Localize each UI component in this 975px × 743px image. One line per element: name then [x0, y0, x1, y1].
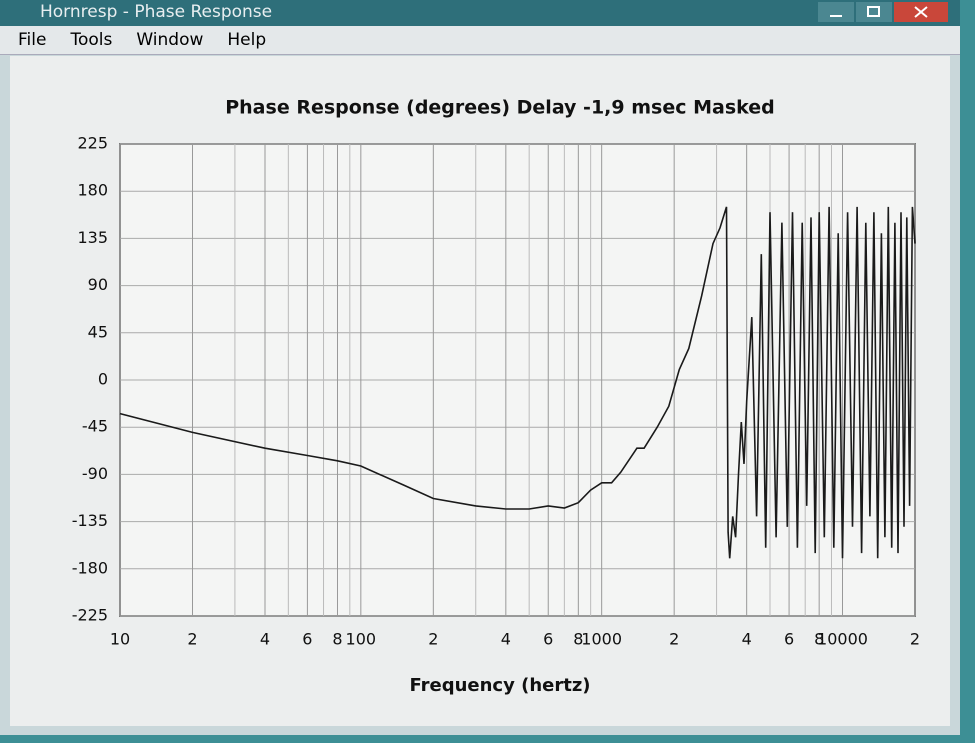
x-tick-label: 6: [302, 630, 312, 649]
menu-item[interactable]: File: [18, 30, 47, 50]
y-tick-label: 135: [77, 228, 108, 247]
y-tick-label: -225: [72, 606, 108, 625]
title-bar: Hornresp - Phase Response: [0, 0, 960, 26]
y-tick-label: 180: [77, 181, 108, 200]
y-tick-label: 0: [98, 370, 108, 389]
x-tick-label: 2: [669, 630, 679, 649]
chart-area: Phase Response (degrees) Delay -1,9 msec…: [10, 56, 950, 726]
menu-bar: File Tools Window Help: [0, 26, 960, 55]
x-axis-label: Frequency (hertz): [409, 675, 590, 696]
minimize-button[interactable]: [818, 2, 854, 22]
y-tick-label: -135: [72, 511, 108, 530]
maximize-button[interactable]: [856, 2, 892, 22]
chart-title: Phase Response (degrees) Delay -1,9 msec…: [225, 97, 775, 119]
y-tick-label: -180: [72, 558, 108, 577]
x-tick-label: 8: [332, 630, 342, 649]
app-window: Hornresp - Phase Response File Tools Win…: [0, 0, 960, 735]
x-tick-label: 10000: [817, 630, 868, 649]
window-title: Hornresp - Phase Response: [40, 2, 273, 22]
x-tick-label: 8: [573, 630, 583, 649]
x-tick-label: 8: [814, 630, 824, 649]
phase-line: [119, 206, 916, 559]
x-tick-label: 6: [543, 630, 553, 649]
y-tick-label: 225: [77, 134, 108, 153]
x-tick-label: 2: [428, 630, 438, 649]
y-tick-label: -90: [82, 464, 108, 483]
y-tick-label: 90: [88, 275, 108, 294]
x-tick-label: 1000: [581, 630, 622, 649]
x-tick-label: 6: [784, 630, 794, 649]
x-tick-label: 2: [910, 630, 920, 649]
x-tick-label: 2: [187, 630, 197, 649]
x-tick-label: 4: [742, 630, 752, 649]
chart: Phase Response (degrees) Delay -1,9 msec…: [72, 97, 920, 697]
menu-item[interactable]: Tools: [70, 30, 113, 50]
y-tick-label: 45: [88, 322, 108, 341]
x-tick-label: 4: [501, 630, 511, 649]
x-tick-label: 10: [110, 630, 130, 649]
x-tick-label: 100: [346, 630, 377, 649]
x-tick-label: 4: [260, 630, 270, 649]
y-tick-label: -45: [82, 417, 108, 436]
menu-item[interactable]: Help: [227, 30, 267, 50]
menu-item[interactable]: Window: [136, 30, 204, 50]
window-controls: [818, 2, 948, 22]
